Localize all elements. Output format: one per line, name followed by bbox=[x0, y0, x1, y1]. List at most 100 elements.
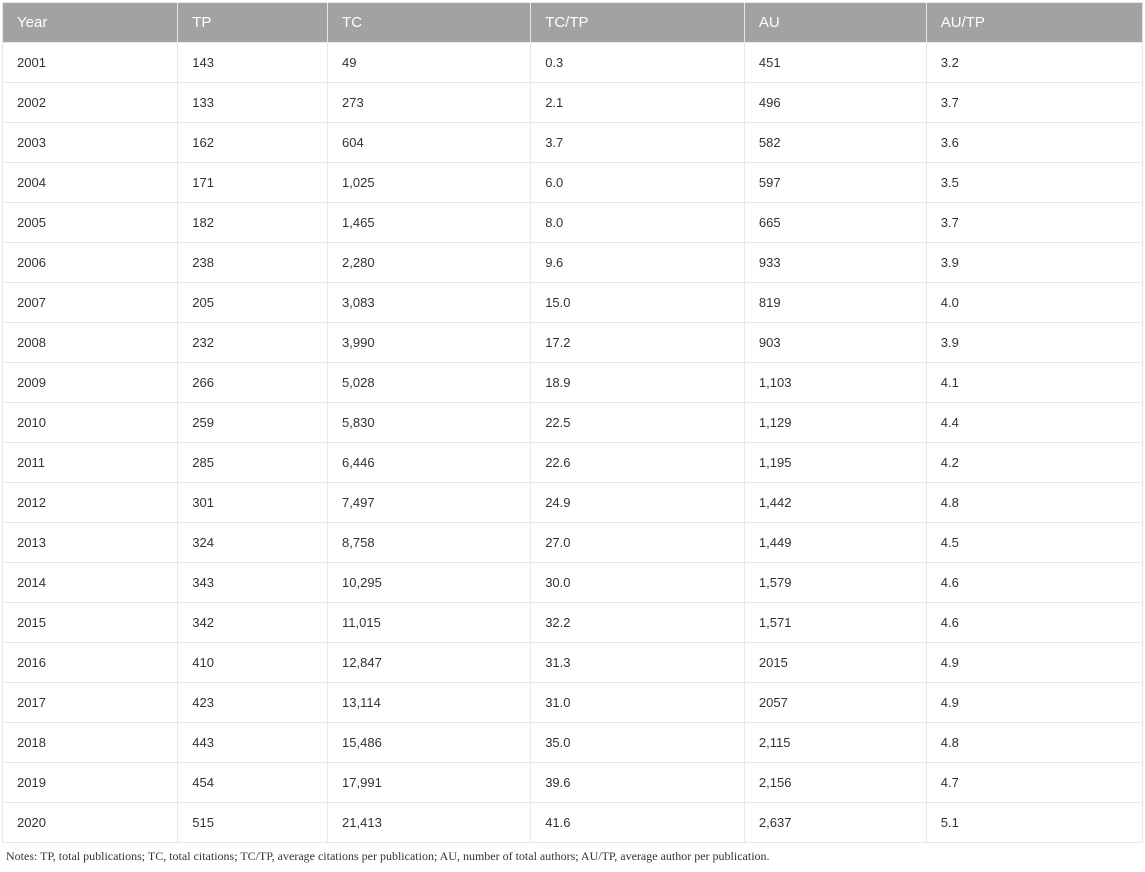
table-cell: 162 bbox=[178, 123, 328, 163]
col-header-au: AU bbox=[744, 3, 926, 43]
table-cell: 3.2 bbox=[926, 43, 1142, 83]
table-cell: 31.0 bbox=[531, 683, 745, 723]
table-cell: 1,442 bbox=[744, 483, 926, 523]
table-cell: 259 bbox=[178, 403, 328, 443]
table-row: 201641012,84731.320154.9 bbox=[3, 643, 1143, 683]
table-cell: 819 bbox=[744, 283, 926, 323]
table-cell: 3.7 bbox=[926, 83, 1142, 123]
table-cell: 3,083 bbox=[328, 283, 531, 323]
table-cell: 2015 bbox=[744, 643, 926, 683]
table-cell: 443 bbox=[178, 723, 328, 763]
table-cell: 2,115 bbox=[744, 723, 926, 763]
table-cell: 4.4 bbox=[926, 403, 1142, 443]
table-cell: 238 bbox=[178, 243, 328, 283]
table-cell: 2,637 bbox=[744, 803, 926, 843]
table-cell: 2007 bbox=[3, 283, 178, 323]
table-cell: 143 bbox=[178, 43, 328, 83]
table-row: 20072053,08315.08194.0 bbox=[3, 283, 1143, 323]
table-cell: 3.6 bbox=[926, 123, 1142, 163]
table-cell: 2,156 bbox=[744, 763, 926, 803]
table-cell: 24.9 bbox=[531, 483, 745, 523]
table-cell: 9.6 bbox=[531, 243, 745, 283]
table-cell: 1,579 bbox=[744, 563, 926, 603]
table-cell: 21,413 bbox=[328, 803, 531, 843]
table-cell: 5.1 bbox=[926, 803, 1142, 843]
table-cell: 515 bbox=[178, 803, 328, 843]
table-cell: 301 bbox=[178, 483, 328, 523]
table-cell: 665 bbox=[744, 203, 926, 243]
table-row: 201945417,99139.62,1564.7 bbox=[3, 763, 1143, 803]
table-row: 201742313,11431.020574.9 bbox=[3, 683, 1143, 723]
table-cell: 1,103 bbox=[744, 363, 926, 403]
table-cell: 2015 bbox=[3, 603, 178, 643]
table-cell: 342 bbox=[178, 603, 328, 643]
table-cell: 2002 bbox=[3, 83, 178, 123]
table-cell: 6,446 bbox=[328, 443, 531, 483]
table-cell: 604 bbox=[328, 123, 531, 163]
table-cell: 2016 bbox=[3, 643, 178, 683]
table-cell: 1,129 bbox=[744, 403, 926, 443]
table-cell: 2.1 bbox=[531, 83, 745, 123]
table-cell: 2005 bbox=[3, 203, 178, 243]
header-row: Year TP TC TC/TP AU AU/TP bbox=[3, 3, 1143, 43]
table-row: 202051521,41341.62,6375.1 bbox=[3, 803, 1143, 843]
table-cell: 133 bbox=[178, 83, 328, 123]
table-cell: 22.6 bbox=[531, 443, 745, 483]
table-cell: 15,486 bbox=[328, 723, 531, 763]
table-cell: 4.9 bbox=[926, 683, 1142, 723]
table-cell: 343 bbox=[178, 563, 328, 603]
table-row: 20112856,44622.61,1954.2 bbox=[3, 443, 1143, 483]
table-row: 20092665,02818.91,1034.1 bbox=[3, 363, 1143, 403]
table-cell: 273 bbox=[328, 83, 531, 123]
table-cell: 4.6 bbox=[926, 563, 1142, 603]
table-cell: 2012 bbox=[3, 483, 178, 523]
table-cell: 1,025 bbox=[328, 163, 531, 203]
table-cell: 266 bbox=[178, 363, 328, 403]
table-cell: 2017 bbox=[3, 683, 178, 723]
table-cell: 597 bbox=[744, 163, 926, 203]
table-cell: 6.0 bbox=[531, 163, 745, 203]
table-cell: 171 bbox=[178, 163, 328, 203]
table-cell: 324 bbox=[178, 523, 328, 563]
table-cell: 2057 bbox=[744, 683, 926, 723]
table-cell: 4.5 bbox=[926, 523, 1142, 563]
table-cell: 31.3 bbox=[531, 643, 745, 683]
table-cell: 18.9 bbox=[531, 363, 745, 403]
col-header-autp: AU/TP bbox=[926, 3, 1142, 43]
table-cell: 2014 bbox=[3, 563, 178, 603]
table-cell: 5,028 bbox=[328, 363, 531, 403]
table-cell: 454 bbox=[178, 763, 328, 803]
table-row: 20133248,75827.01,4494.5 bbox=[3, 523, 1143, 563]
table-cell: 205 bbox=[178, 283, 328, 323]
table-cell: 582 bbox=[744, 123, 926, 163]
table-cell: 2010 bbox=[3, 403, 178, 443]
table-row: 2001143490.34513.2 bbox=[3, 43, 1143, 83]
table-cell: 232 bbox=[178, 323, 328, 363]
table-cell: 41.6 bbox=[531, 803, 745, 843]
table-cell: 5,830 bbox=[328, 403, 531, 443]
table-cell: 2,280 bbox=[328, 243, 531, 283]
table-cell: 2018 bbox=[3, 723, 178, 763]
table-cell: 3.9 bbox=[926, 323, 1142, 363]
table-cell: 2003 bbox=[3, 123, 178, 163]
table-cell: 22.5 bbox=[531, 403, 745, 443]
table-header: Year TP TC TC/TP AU AU/TP bbox=[3, 3, 1143, 43]
table-cell: 27.0 bbox=[531, 523, 745, 563]
col-header-tp: TP bbox=[178, 3, 328, 43]
table-cell: 1,449 bbox=[744, 523, 926, 563]
table-cell: 13,114 bbox=[328, 683, 531, 723]
table-cell: 11,015 bbox=[328, 603, 531, 643]
table-cell: 3.7 bbox=[531, 123, 745, 163]
table-cell: 1,465 bbox=[328, 203, 531, 243]
table-cell: 3.9 bbox=[926, 243, 1142, 283]
table-cell: 2006 bbox=[3, 243, 178, 283]
table-cell: 410 bbox=[178, 643, 328, 683]
table-cell: 2020 bbox=[3, 803, 178, 843]
table-cell: 49 bbox=[328, 43, 531, 83]
table-cell: 2009 bbox=[3, 363, 178, 403]
table-cell: 3,990 bbox=[328, 323, 531, 363]
table-row: 20041711,0256.05973.5 bbox=[3, 163, 1143, 203]
table-body: 2001143490.34513.220021332732.14963.7200… bbox=[3, 43, 1143, 843]
table-cell: 32.2 bbox=[531, 603, 745, 643]
table-row: 20031626043.75823.6 bbox=[3, 123, 1143, 163]
